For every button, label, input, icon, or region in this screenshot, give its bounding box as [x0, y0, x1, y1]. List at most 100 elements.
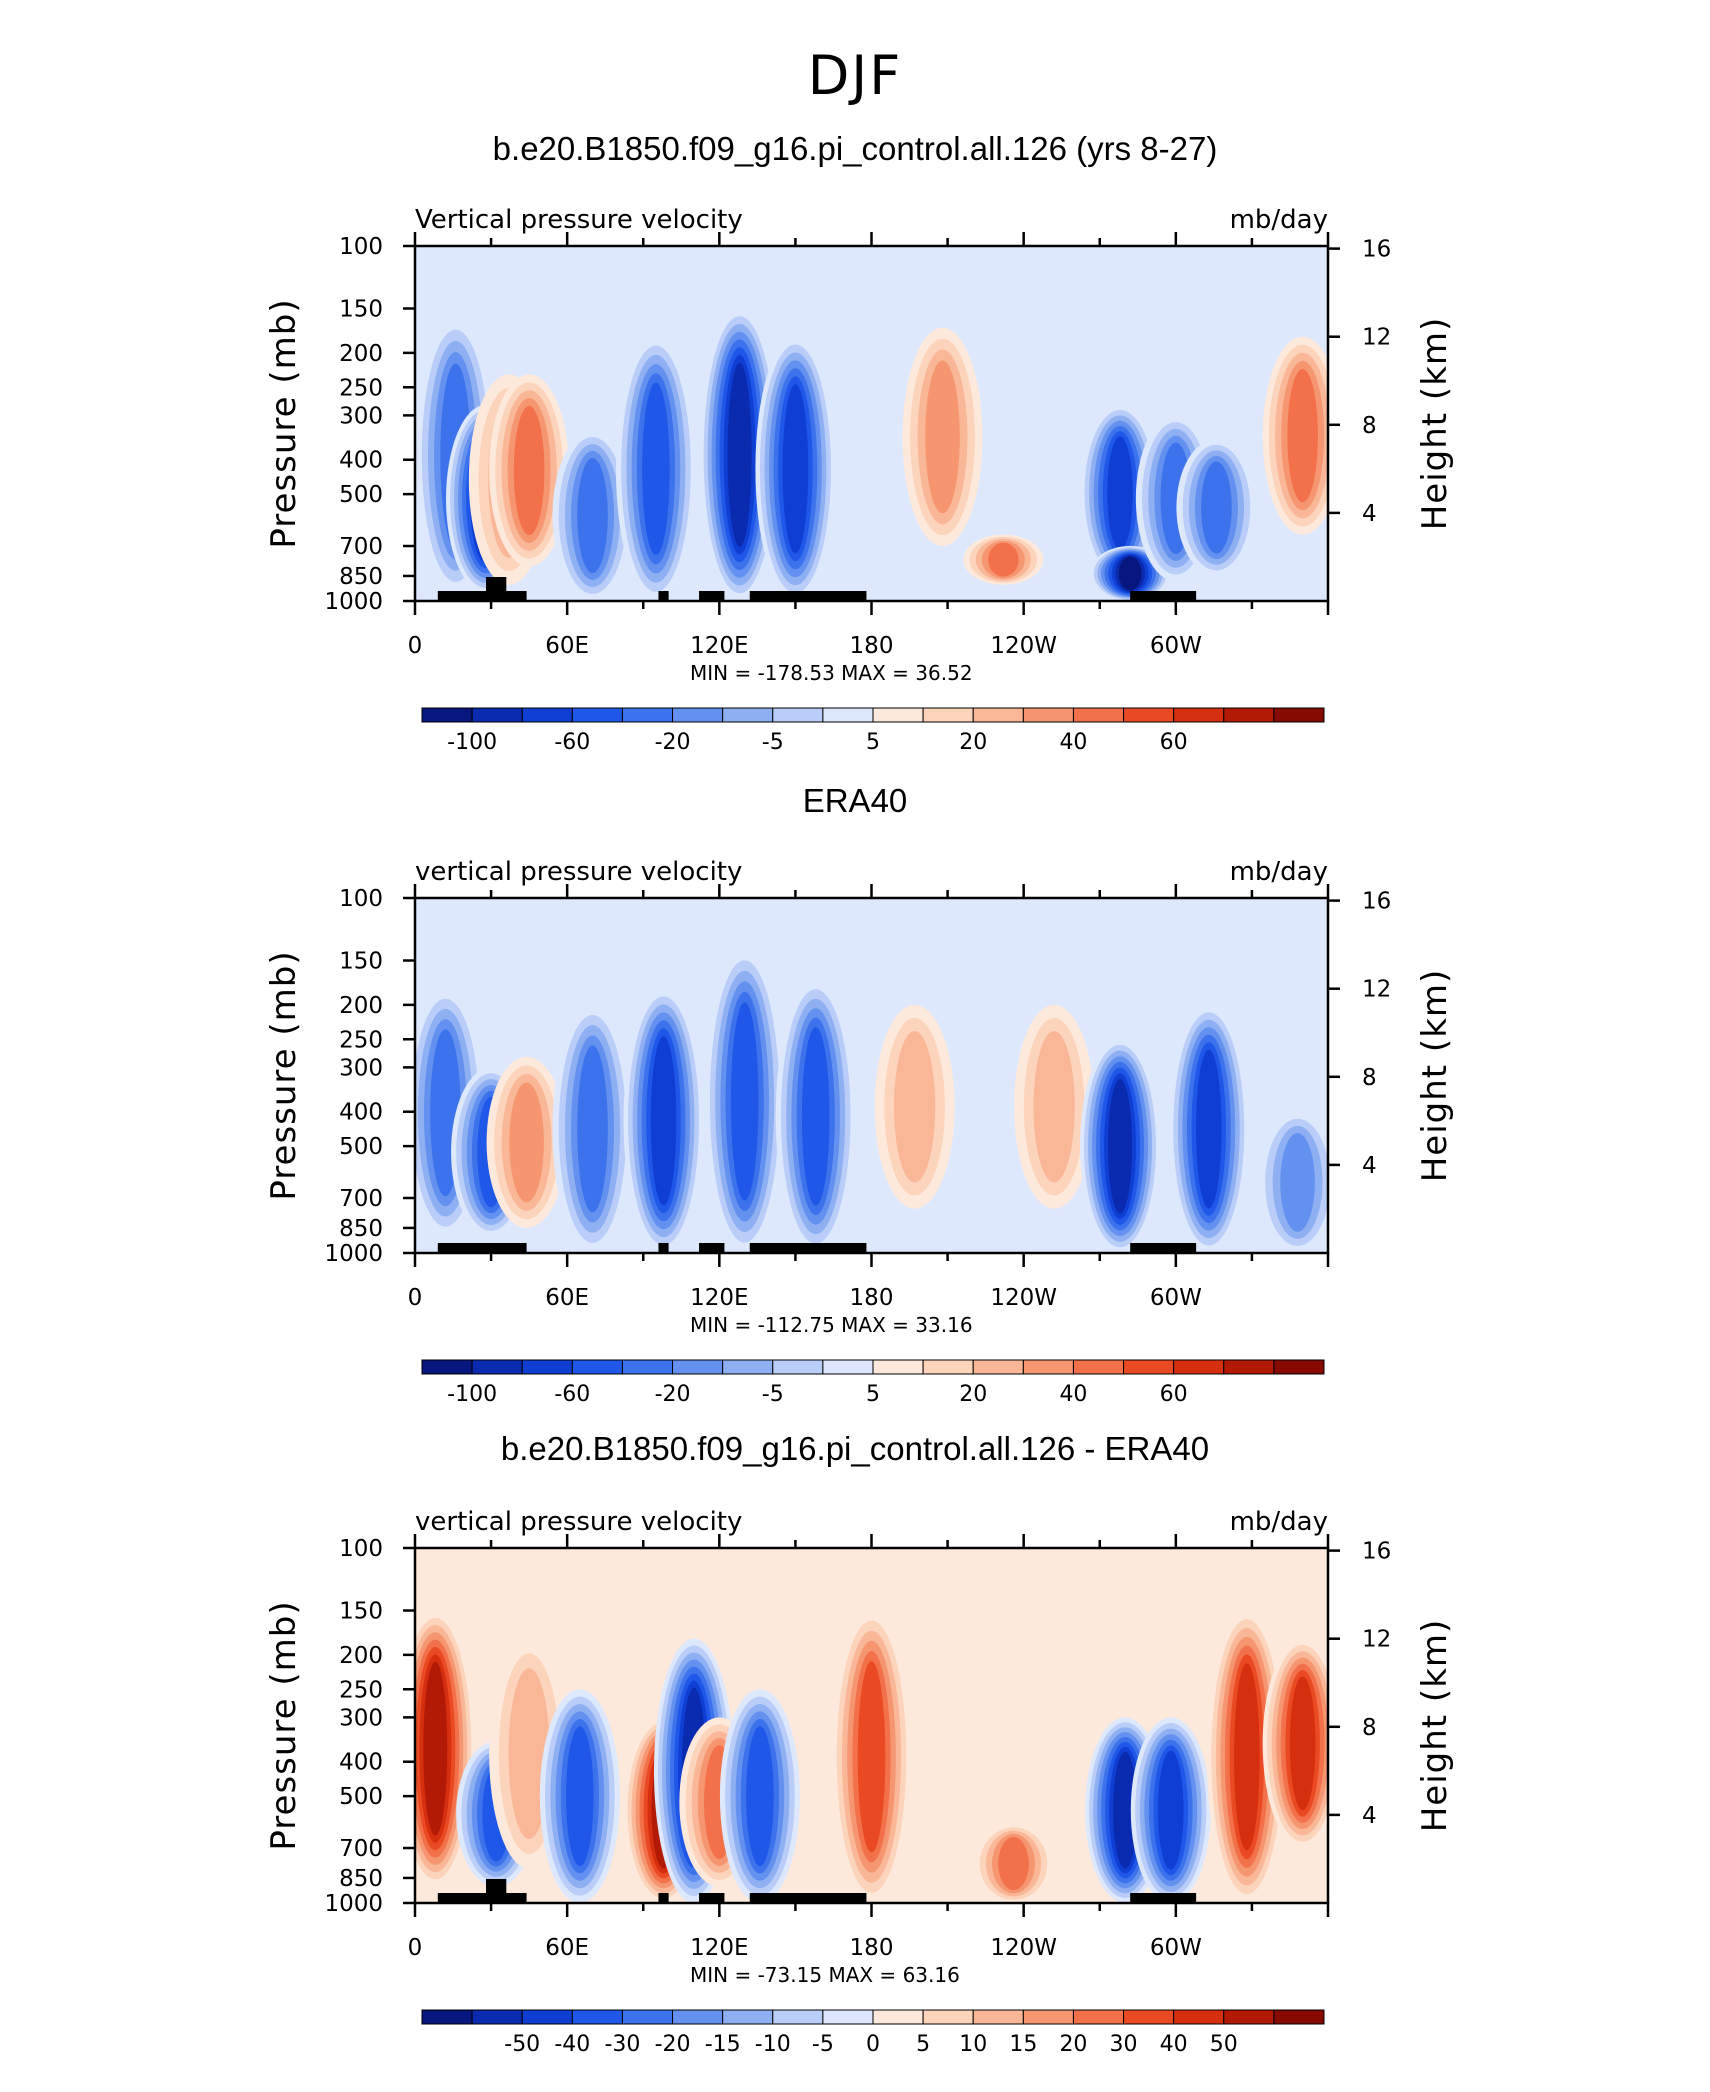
x-tick-label: 0	[408, 633, 423, 659]
y-tick-label: 250	[339, 1677, 383, 1703]
colorbar-swatch	[521, 2009, 573, 2025]
min-label: MIN =	[690, 661, 758, 685]
y-tick-label: 300	[339, 1705, 383, 1731]
x-tick-label: 120E	[690, 1935, 748, 1961]
y-tick-label: 200	[339, 993, 383, 1019]
contour-field	[415, 308, 1328, 601]
y-axis-title: Pressure (mb)	[264, 950, 304, 1200]
y-tick-label: 850	[339, 1216, 383, 1242]
colorbar-label: 20	[1059, 2032, 1087, 2057]
y-axis-title: Pressure (mb)	[264, 1600, 304, 1850]
colorbar-swatch	[621, 707, 674, 723]
contour-field	[415, 949, 1328, 1253]
x-tick-label: 60E	[545, 633, 589, 659]
contour-descent	[857, 1661, 886, 1853]
topography-mask	[1130, 591, 1197, 601]
contour-ascent	[1157, 1750, 1184, 1870]
colorbar-label: 50	[1210, 2032, 1238, 2057]
colorbar-swatch	[421, 707, 473, 723]
left-label: vertical pressure velocity	[415, 857, 742, 887]
contour-ascent	[577, 458, 608, 574]
y-tick-label: 300	[339, 1055, 383, 1081]
y-tick-label-right: 16	[1362, 237, 1391, 263]
y-tick-label-right: 4	[1362, 1153, 1377, 1179]
colorbar-label: 0	[866, 2032, 880, 2057]
contour-ascent	[1201, 461, 1232, 554]
colorbar-swatch	[1072, 2009, 1125, 2025]
colorbar-label: -100	[447, 1382, 497, 1407]
topography-mask	[1130, 1893, 1197, 1903]
y-tick-label: 100	[339, 1536, 383, 1562]
x-tick-label: 120W	[990, 1285, 1057, 1311]
topography-mask	[699, 1243, 725, 1253]
page-title: DJF	[807, 44, 903, 107]
x-tick-label: 60E	[545, 1285, 589, 1311]
min-value: -112.75	[758, 1313, 842, 1337]
colorbar-swatch	[1223, 2009, 1275, 2025]
chart-panel-3: vertical pressure velocity mb/day 0 60E 120E…	[264, 1507, 1455, 2057]
colorbar-swatch	[421, 1359, 473, 1375]
topography-mask	[699, 591, 725, 601]
y-axis-title-right: Height (km)	[1415, 1619, 1455, 1833]
colorbar-swatch	[1173, 707, 1225, 723]
contour-ascent	[642, 382, 670, 556]
units-label: mb/day	[1230, 1507, 1328, 1537]
y-tick-label-right: 4	[1362, 1803, 1377, 1829]
y-tick-label-right: 8	[1362, 1065, 1377, 1091]
chart-panel-2: vertical pressure velocity mb/day 0 60E 120E…	[264, 857, 1455, 1407]
y-tick-label-right: 12	[1362, 977, 1391, 1003]
max-label: MAX =	[828, 1963, 902, 1987]
colorbar-swatch	[972, 1359, 1024, 1375]
colorbar-label: -60	[554, 730, 590, 755]
y-tick-label: 200	[339, 341, 383, 367]
y-tick-label: 100	[339, 234, 383, 260]
x-tick-label: 120W	[990, 1935, 1057, 1961]
min-max-stats: MIN = -73.15 MAX = 63.16	[690, 1963, 960, 1987]
colorbar-swatch	[1123, 707, 1175, 723]
y-tick-label: 1000	[324, 589, 383, 615]
colorbar-swatch	[621, 2009, 674, 2025]
colorbar-swatch	[772, 707, 824, 723]
colorbar-swatch	[1223, 707, 1275, 723]
contour-ascent	[1118, 556, 1142, 591]
y-tick-label-right: 12	[1362, 1627, 1391, 1653]
contour-ascent	[1113, 1751, 1138, 1869]
y-tick-label: 400	[339, 448, 383, 474]
colorbar-swatch	[972, 707, 1024, 723]
colorbar-label: 10	[959, 2032, 987, 2057]
topography-mask	[749, 1243, 867, 1253]
y-tick-label-right: 4	[1362, 501, 1377, 527]
colorbar-swatch	[872, 2009, 924, 2025]
y-axis-title-right: Height (km)	[1415, 317, 1455, 531]
x-tick-label: 0	[408, 1935, 423, 1961]
colorbar-label: -15	[705, 2032, 741, 2057]
min-value: -178.53	[758, 661, 842, 685]
contour-descent	[1234, 1663, 1260, 1851]
contour-descent	[1033, 1031, 1075, 1183]
units-label: mb/day	[1230, 205, 1328, 235]
colorbar-label: 40	[1059, 730, 1087, 755]
y-tick-label: 850	[339, 1866, 383, 1892]
topography-mask	[699, 1893, 725, 1903]
contour-descent	[1289, 1676, 1316, 1811]
y-tick-label-right: 8	[1362, 1715, 1377, 1741]
colorbar-label: -50	[504, 2032, 540, 2057]
contour-ascent	[650, 1036, 677, 1206]
contour-descent	[508, 1668, 550, 1840]
colorbar-swatch	[822, 1359, 874, 1375]
y-tick-label: 400	[339, 1100, 383, 1126]
colorbar-swatch	[1072, 1359, 1125, 1375]
colorbar-swatch	[822, 2009, 874, 2025]
y-tick-label: 850	[339, 564, 383, 590]
topography-mask	[749, 591, 867, 601]
colorbar-label: 30	[1110, 2032, 1138, 2057]
y-tick-label: 400	[339, 1750, 383, 1776]
topography-mask	[437, 1893, 527, 1903]
max-label: MAX =	[841, 661, 915, 685]
panel-title-1: b.e20.B1850.f09_g16.pi_control.all.126 (…	[492, 130, 1218, 167]
colorbar-label: -5	[762, 1382, 784, 1407]
y-tick-label: 1000	[324, 1891, 383, 1917]
y-tick-label: 700	[339, 1186, 383, 1212]
contour-descent	[998, 1837, 1029, 1891]
y-tick-label: 500	[339, 1134, 383, 1160]
